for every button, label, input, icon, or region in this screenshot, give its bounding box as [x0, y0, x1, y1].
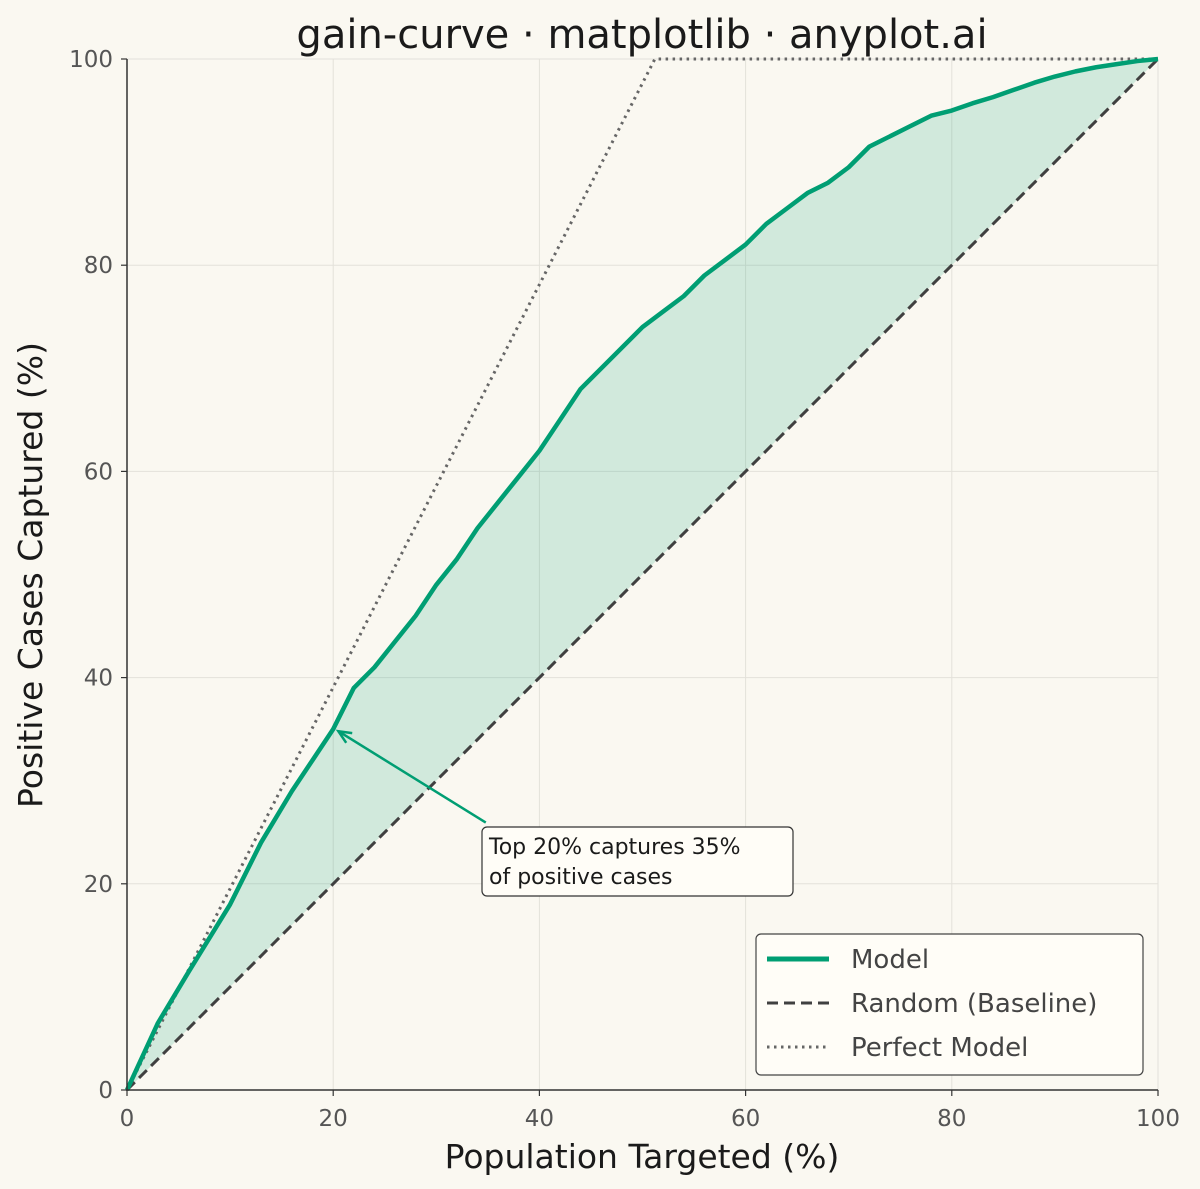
annotation-box: [481, 826, 794, 897]
legend-label-perfect: Perfect Model: [851, 1033, 1028, 1063]
y-tick-label-20: 20: [84, 872, 113, 898]
y-tick-label-0: 0: [98, 1078, 113, 1104]
x-tick-label-60: 60: [731, 1106, 760, 1132]
y-tick-label-60: 60: [84, 459, 113, 485]
y-axis-title: Positive Cases Captured (%): [11, 342, 50, 808]
x-tick-label-0: 0: [120, 1106, 135, 1132]
x-tick-label-20: 20: [319, 1106, 348, 1132]
axes: [126, 59, 1158, 1091]
y-tick-label-40: 40: [84, 666, 113, 692]
annotation: Top 20% captures 35% of positive cases: [335, 729, 794, 897]
series-group: [124, 56, 1160, 1092]
legend-label-model: Model: [851, 945, 929, 975]
annotation-line-1: Top 20% captures 35%: [488, 835, 741, 860]
legend-box: [755, 933, 1144, 1076]
series-line-random-baseline: [125, 57, 1160, 1092]
annotation-line-2: of positive cases: [489, 865, 673, 890]
y-tick-label-80: 80: [84, 253, 113, 279]
x-axis-title: Population Targeted (%): [445, 1137, 840, 1176]
grid: [126, 58, 1159, 1091]
x-tick-label-80: 80: [937, 1106, 966, 1132]
annotation-arrow: [337, 730, 487, 824]
annotation-arrow-head: [335, 729, 353, 744]
series-line-perfect-model: [125, 57, 1158, 1091]
x-tick-label-40: 40: [525, 1106, 554, 1132]
ticks: 0 20 40 60 80 100 0 20 40 60 80 100: [69, 47, 1180, 1132]
x-tick-label-100: 100: [1136, 1106, 1180, 1132]
y-tick-label-100: 100: [69, 47, 113, 73]
legend-label-random: Random (Baseline): [851, 989, 1097, 1019]
legend: Model Random (Baseline) Perfect Model: [755, 933, 1144, 1076]
series-line-model: [124, 56, 1159, 1091]
chart-title: gain-curve · matplotlib · anyplot.ai: [296, 12, 987, 58]
